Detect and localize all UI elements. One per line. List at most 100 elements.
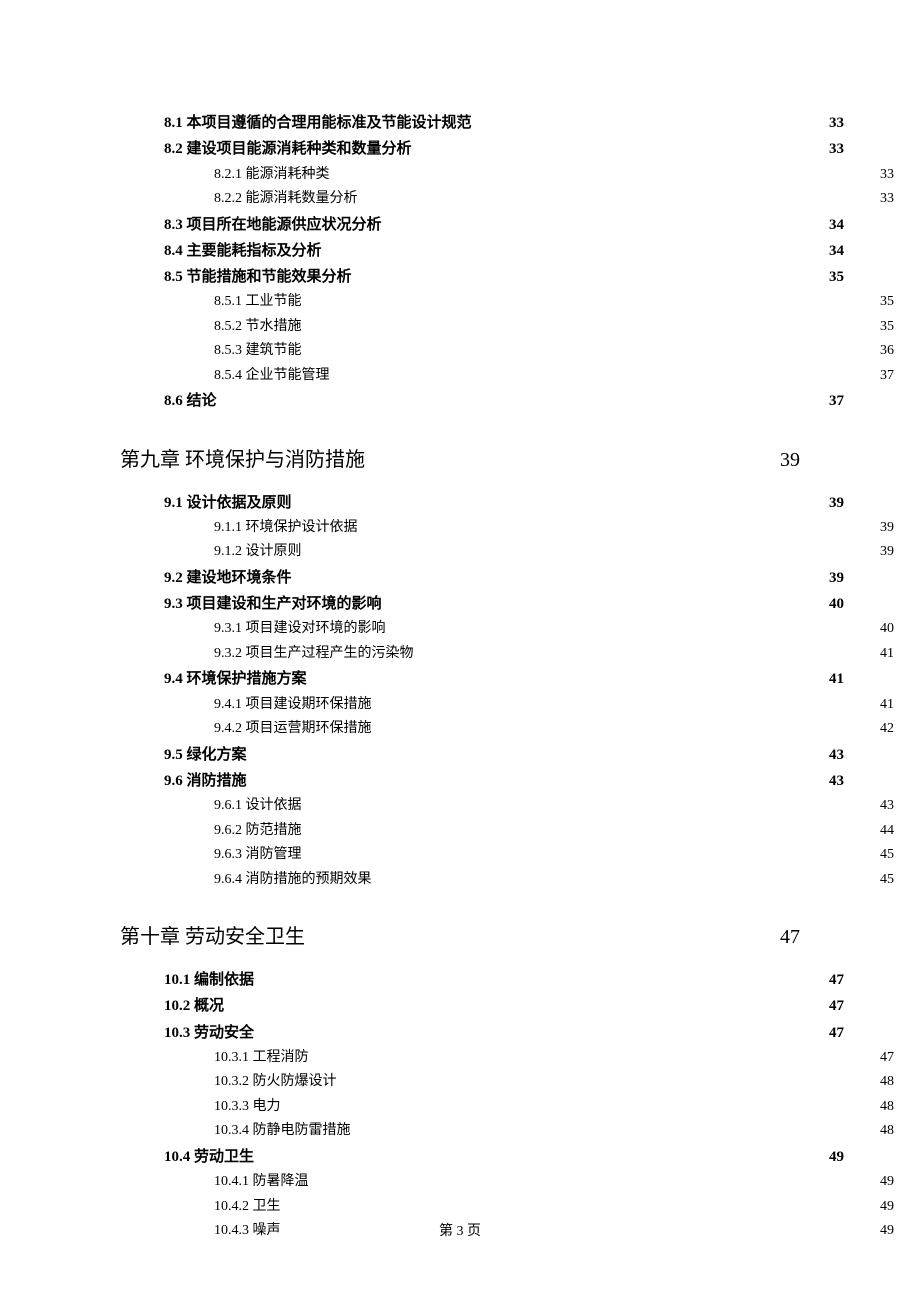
toc-entry: 8.2.2 能源消耗数量分析 33	[214, 187, 894, 212]
toc-entry-title: 8.6 结论	[164, 388, 217, 414]
toc-entry-page: 49	[880, 1195, 894, 1220]
toc-entry: 10.1 编制依据 47	[164, 967, 844, 993]
toc-entry: 9.5 绿化方案 43	[164, 742, 844, 768]
toc-entry: 9.6.2 防范措施44	[214, 819, 894, 844]
toc-entry-page: 47	[829, 967, 844, 993]
toc-entry: 9.4.2 项目运营期环保措施42	[214, 717, 894, 742]
toc-entry: 8.2.1 能源消耗种类33	[214, 163, 894, 188]
toc-entry-page: 47	[880, 1046, 894, 1071]
toc-entry-page: 47	[829, 993, 844, 1019]
document-page: 8.1 本项目遵循的合理用能标准及节能设计规范338.2 建设项目能源消耗种类和…	[0, 0, 920, 1302]
toc-entry-page: 45	[880, 868, 894, 893]
toc-entry: 8.5.3 建筑节能 36	[214, 339, 894, 364]
toc-entry-title: 9.6.2 防范措施	[214, 819, 302, 844]
toc-entry-title: 9.1 设计依据及原则	[164, 490, 292, 516]
toc-entry-page: 43	[829, 742, 844, 768]
toc-entry-page: 35	[880, 315, 894, 340]
toc-entry-page: 39	[880, 516, 894, 541]
toc-entry: 10.3.4 防静电防雷措施 48	[214, 1119, 894, 1144]
toc-entry: 8.3 项目所在地能源供应状况分析 34	[164, 212, 844, 238]
toc-entry: 9.6.4 消防措施的预期效果 45	[214, 868, 894, 893]
toc-entry-page: 39	[780, 449, 800, 472]
toc-entry: 9.4.1 项目建设期环保措施 41	[214, 693, 894, 718]
toc-entry: 9.6.1 设计依据43	[214, 794, 894, 819]
toc-entry-title: 10.4.1 防暑降温	[214, 1170, 309, 1195]
toc-entry-page: 42	[880, 717, 894, 742]
toc-entry: 9.1.2 设计原则39	[214, 540, 894, 565]
toc-entry-title: 9.6.1 设计依据	[214, 794, 302, 819]
toc-entry-title: 10.3.1 工程消防	[214, 1046, 309, 1071]
toc-entry-title: 9.4 环境保护措施方案	[164, 666, 307, 692]
toc-entry-page: 40	[880, 617, 894, 642]
toc-entry-title: 9.3.1 项目建设对环境的影响	[214, 617, 386, 642]
toc-entry: 8.5.1 工业节能 35	[214, 290, 894, 315]
toc-entry: 8.2 建设项目能源消耗种类和数量分析 33	[164, 136, 844, 162]
toc-entry: 8.5.2 节水措施 35	[214, 315, 894, 340]
toc-entry-title: 10.3.3 电力	[214, 1095, 281, 1120]
toc-entry-title: 8.3 项目所在地能源供应状况分析	[164, 212, 382, 238]
toc-entry-title: 10.1 编制依据	[164, 967, 254, 993]
toc-entry-title: 8.2 建设项目能源消耗种类和数量分析	[164, 136, 412, 162]
toc-entry: 9.3.1 项目建设对环境的影响 40	[214, 617, 894, 642]
toc-entry-page: 49	[829, 1144, 844, 1170]
toc-entry-title: 8.4 主要能耗指标及分析	[164, 238, 322, 264]
toc-entry-page: 48	[880, 1070, 894, 1095]
toc-entry-page: 33	[829, 136, 844, 162]
toc-entry-page: 33	[880, 163, 894, 188]
toc-entry: 10.3.2 防火防爆设计48	[214, 1070, 894, 1095]
toc-entry-title: 8.1 本项目遵循的合理用能标准及节能设计规范	[164, 110, 472, 136]
toc-entry: 9.2 建设地环境条件39	[164, 565, 844, 591]
toc-entry-title: 9.4.1 项目建设期环保措施	[214, 693, 372, 718]
toc-entry: 9.1.1 环境保护设计依据 39	[214, 516, 894, 541]
toc-entry-title: 10.3.4 防静电防雷措施	[214, 1119, 351, 1144]
toc-entry-page: 33	[880, 187, 894, 212]
toc-entry-title: 9.6.4 消防措施的预期效果	[214, 868, 372, 893]
toc-entry-title: 9.6 消防措施	[164, 768, 247, 794]
toc-entry: 第十章 劳动安全卫生 47	[120, 920, 800, 949]
toc-entry: 10.4 劳动卫生 49	[164, 1144, 844, 1170]
toc-entry: 10.3.3 电力48	[214, 1095, 894, 1120]
toc-entry: 8.4 主要能耗指标及分析34	[164, 238, 844, 264]
toc-entry: 9.3.2 项目生产过程产生的污染物 41	[214, 642, 894, 667]
toc-entry-page: 43	[829, 768, 844, 794]
toc-entry: 8.6 结论37	[164, 388, 844, 414]
toc-entry: 9.1 设计依据及原则39	[164, 490, 844, 516]
toc-entry-page: 48	[880, 1119, 894, 1144]
page-footer: 第 3 页	[0, 1220, 920, 1240]
toc-entry-page: 35	[880, 290, 894, 315]
toc-entry-page: 49	[880, 1170, 894, 1195]
page-number: 第 3 页	[439, 1224, 481, 1239]
toc-entry-title: 9.5 绿化方案	[164, 742, 247, 768]
toc-entry-page: 45	[880, 843, 894, 868]
toc-entry: 9.3 项目建设和生产对环境的影响40	[164, 591, 844, 617]
toc-entry-page: 33	[829, 110, 844, 136]
toc-entry-title: 8.5.4 企业节能管理	[214, 364, 330, 389]
toc-entry-page: 36	[880, 339, 894, 364]
toc-entry: 8.5.4 企业节能管理 37	[214, 364, 894, 389]
toc-entry-page: 47	[829, 1020, 844, 1046]
toc-entry-title: 10.4.2 卫生	[214, 1195, 281, 1220]
toc-entry-title: 10.4 劳动卫生	[164, 1144, 254, 1170]
toc-entry-page: 37	[880, 364, 894, 389]
toc-entry: 9.6 消防措施 43	[164, 768, 844, 794]
toc-entry: 第九章 环境保护与消防措施 39	[120, 443, 800, 472]
toc-entry-page: 41	[880, 693, 894, 718]
toc-entry-title: 8.5.3 建筑节能	[214, 339, 302, 364]
toc-entry-title: 8.2.2 能源消耗数量分析	[214, 187, 358, 212]
toc-entry-title: 9.6.3 消防管理	[214, 843, 302, 868]
toc-entry-page: 41	[880, 642, 894, 667]
toc-entry-page: 34	[829, 212, 844, 238]
toc-entry: 10.3.1 工程消防 47	[214, 1046, 894, 1071]
toc-entry-title: 8.5.2 节水措施	[214, 315, 302, 340]
toc-entry: 8.1 本项目遵循的合理用能标准及节能设计规范 33	[164, 110, 844, 136]
toc-entry-page: 47	[780, 926, 800, 949]
toc-entry-title: 9.1.1 环境保护设计依据	[214, 516, 358, 541]
toc-entry-title: 第十章 劳动安全卫生	[120, 920, 305, 949]
toc-entry-title: 8.5.1 工业节能	[214, 290, 302, 315]
toc-entry-page: 40	[829, 591, 844, 617]
toc-entry-title: 9.3.2 项目生产过程产生的污染物	[214, 642, 414, 667]
toc-entry: 10.4.2 卫生 49	[214, 1195, 894, 1220]
toc-entry-title: 8.5 节能措施和节能效果分析	[164, 264, 352, 290]
toc-entry-title: 第九章 环境保护与消防措施	[120, 443, 365, 472]
toc-entry: 10.3 劳动安全47	[164, 1020, 844, 1046]
